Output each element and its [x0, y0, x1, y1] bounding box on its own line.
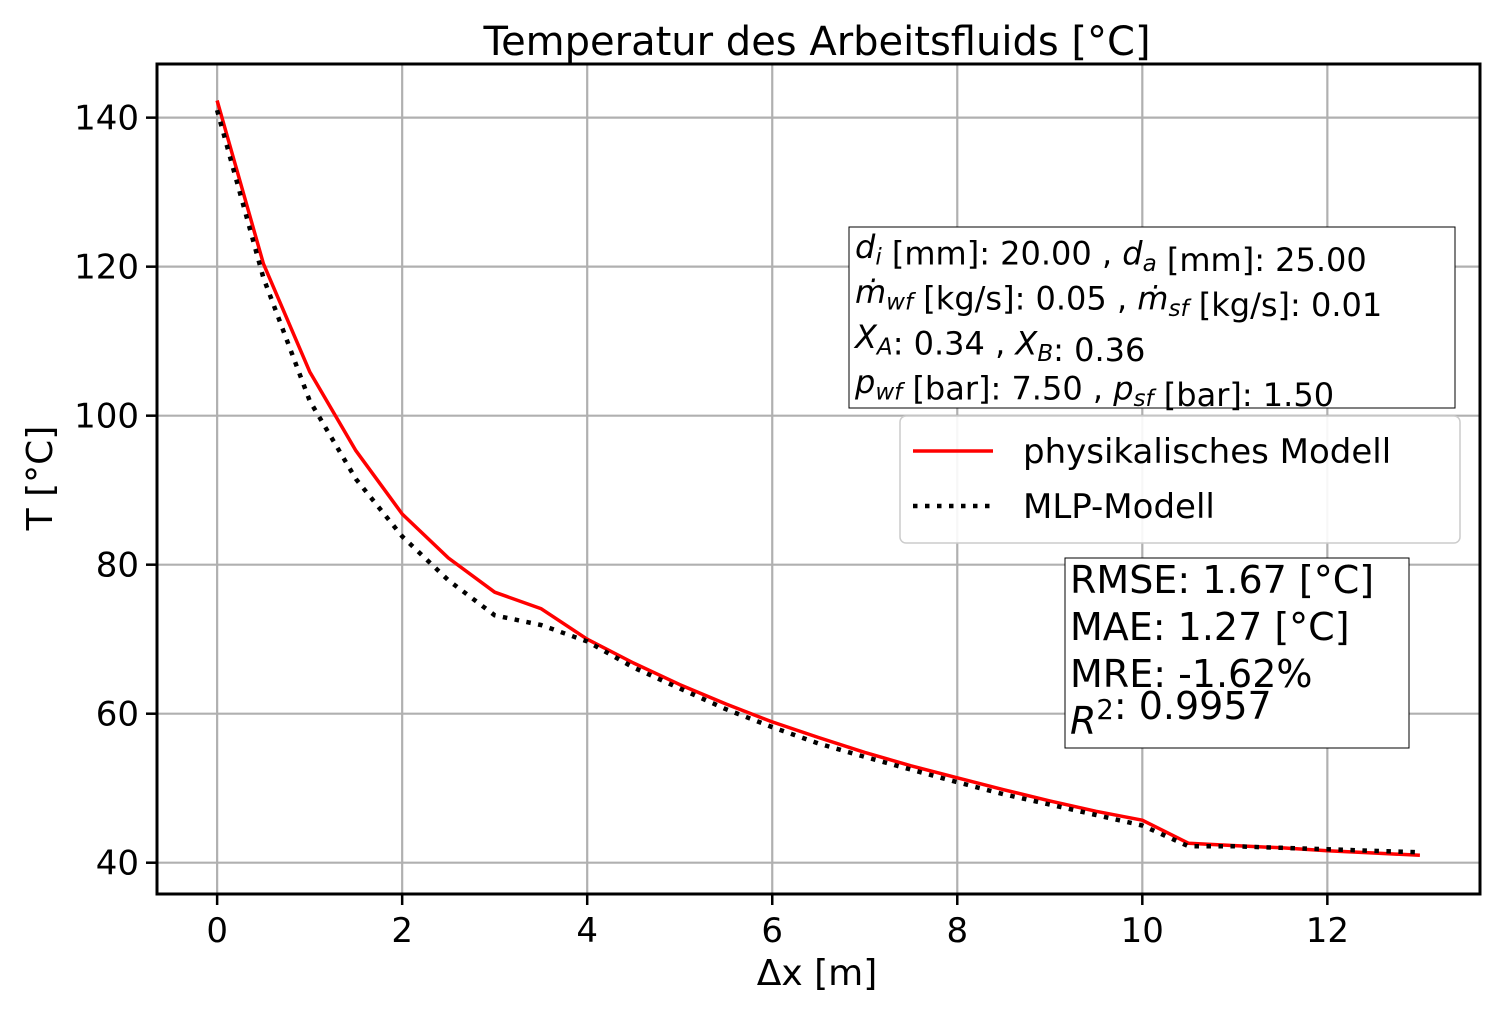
annotation-text-segment: sf	[1168, 296, 1192, 322]
annotation-text-segment: [mm]: 20.00 ,	[882, 234, 1123, 272]
annotation-text-segment: ṁ	[855, 273, 886, 311]
metrics-annotation-text: RMSE: 1.67 [°C] MAE: 1.27 [°C] MRE: -1.62%…	[1070, 558, 1374, 743]
annotation-text-segment: d	[855, 228, 876, 266]
annotation-text-segment: [bar]: 1.50	[1154, 376, 1334, 414]
annotation-text-segment: wf	[886, 289, 917, 315]
legend: physikalisches Modell MLP-Modell	[899, 415, 1461, 544]
series-line-mlp-model	[214, 109, 1420, 855]
plot-series	[214, 100, 1420, 858]
y-tick-label: 40	[96, 844, 139, 884]
annotation-text-segment: i	[875, 244, 882, 270]
annotation-text-segment: [bar]: 7.50 ,	[902, 369, 1113, 407]
y-axis-ticks: 40 60 80 100 120 140	[74, 99, 157, 884]
annotation-text-segment: B	[1037, 341, 1053, 367]
x-axis-label: Δx [m]	[757, 953, 878, 994]
x-tick-label: 10	[1121, 911, 1164, 951]
y-tick-label: 80	[96, 546, 139, 586]
annotation-text-segment: : 0.36	[1053, 331, 1145, 369]
plot-frame	[155, 62, 1482, 896]
annotation-text-segment: : 0.9957	[1114, 684, 1272, 728]
x-tick-label: 8	[946, 911, 968, 951]
y-tick-label: 120	[74, 248, 139, 288]
x-tick-label: 2	[391, 911, 413, 951]
annotation-text-segment: MAE: 1.27 [°C]	[1070, 605, 1350, 649]
x-tick-label: 0	[206, 911, 228, 951]
x-tick-label: 4	[576, 911, 598, 951]
annotation-text-segment: [mm]: 25.00	[1157, 241, 1367, 279]
annotation-text-segment: R	[1070, 699, 1096, 743]
annotation-text-segment: sf	[1134, 386, 1158, 412]
annotation-text-segment: : 0.34 ,	[893, 324, 1016, 362]
y-tick-label: 140	[74, 99, 139, 139]
annotation-text-segment: p	[854, 363, 875, 401]
x-tick-label: 12	[1306, 911, 1349, 951]
annotation-text-segment: 2	[1096, 695, 1113, 726]
x-tick-label: 6	[761, 911, 783, 951]
y-tick-label: 100	[74, 397, 139, 437]
metrics-annotation-frame	[1064, 557, 1410, 749]
annotation-text-segment: wf	[875, 379, 906, 405]
annotation-text-segment: p	[1112, 369, 1133, 407]
metrics-annotation-box: RMSE: 1.67 [°C] MAE: 1.27 [°C] MRE: -1.62%…	[1064, 557, 1410, 749]
annotation-text-segment: [kg/s]: 0.01	[1189, 286, 1383, 324]
annotation-text-segment: X	[1013, 324, 1038, 362]
legend-label-physical: physikalisches Modell	[1023, 432, 1391, 472]
y-tick-label: 60	[96, 695, 139, 735]
y-axis-label: T [°C]	[20, 426, 61, 532]
annotation-text-segment: [kg/s]: 0.05 ,	[913, 279, 1137, 317]
parameter-annotation-box: di [mm]: 20.00 , da [mm]: 25.00 ṁwf [kg/s…	[848, 226, 1456, 414]
x-axis-ticks: 0 2 4 6 8 10 12	[206, 894, 1349, 951]
chart-title: Temperatur des Arbeitsfluids [°C]	[482, 19, 1150, 65]
annotation-text-segment: RMSE: 1.67 [°C]	[1070, 558, 1374, 602]
annotation-text-segment: X	[853, 318, 878, 356]
legend-label-mlp: MLP-Modell	[1023, 487, 1215, 527]
legend-frame	[899, 415, 1461, 544]
annotation-text-segment: MRE: -1.62%	[1070, 652, 1313, 696]
parameter-annotation-text: di [mm]: 20.00 , da [mm]: 25.00 ṁwf [kg/s…	[853, 228, 1382, 414]
annotation-text-segment: d	[1122, 234, 1143, 272]
annotation-text-segment: ṁ	[1137, 279, 1168, 317]
parameter-annotation-frame	[848, 226, 1456, 409]
annotation-text-segment: A	[875, 334, 893, 360]
annotation-text-segment: a	[1143, 251, 1157, 277]
